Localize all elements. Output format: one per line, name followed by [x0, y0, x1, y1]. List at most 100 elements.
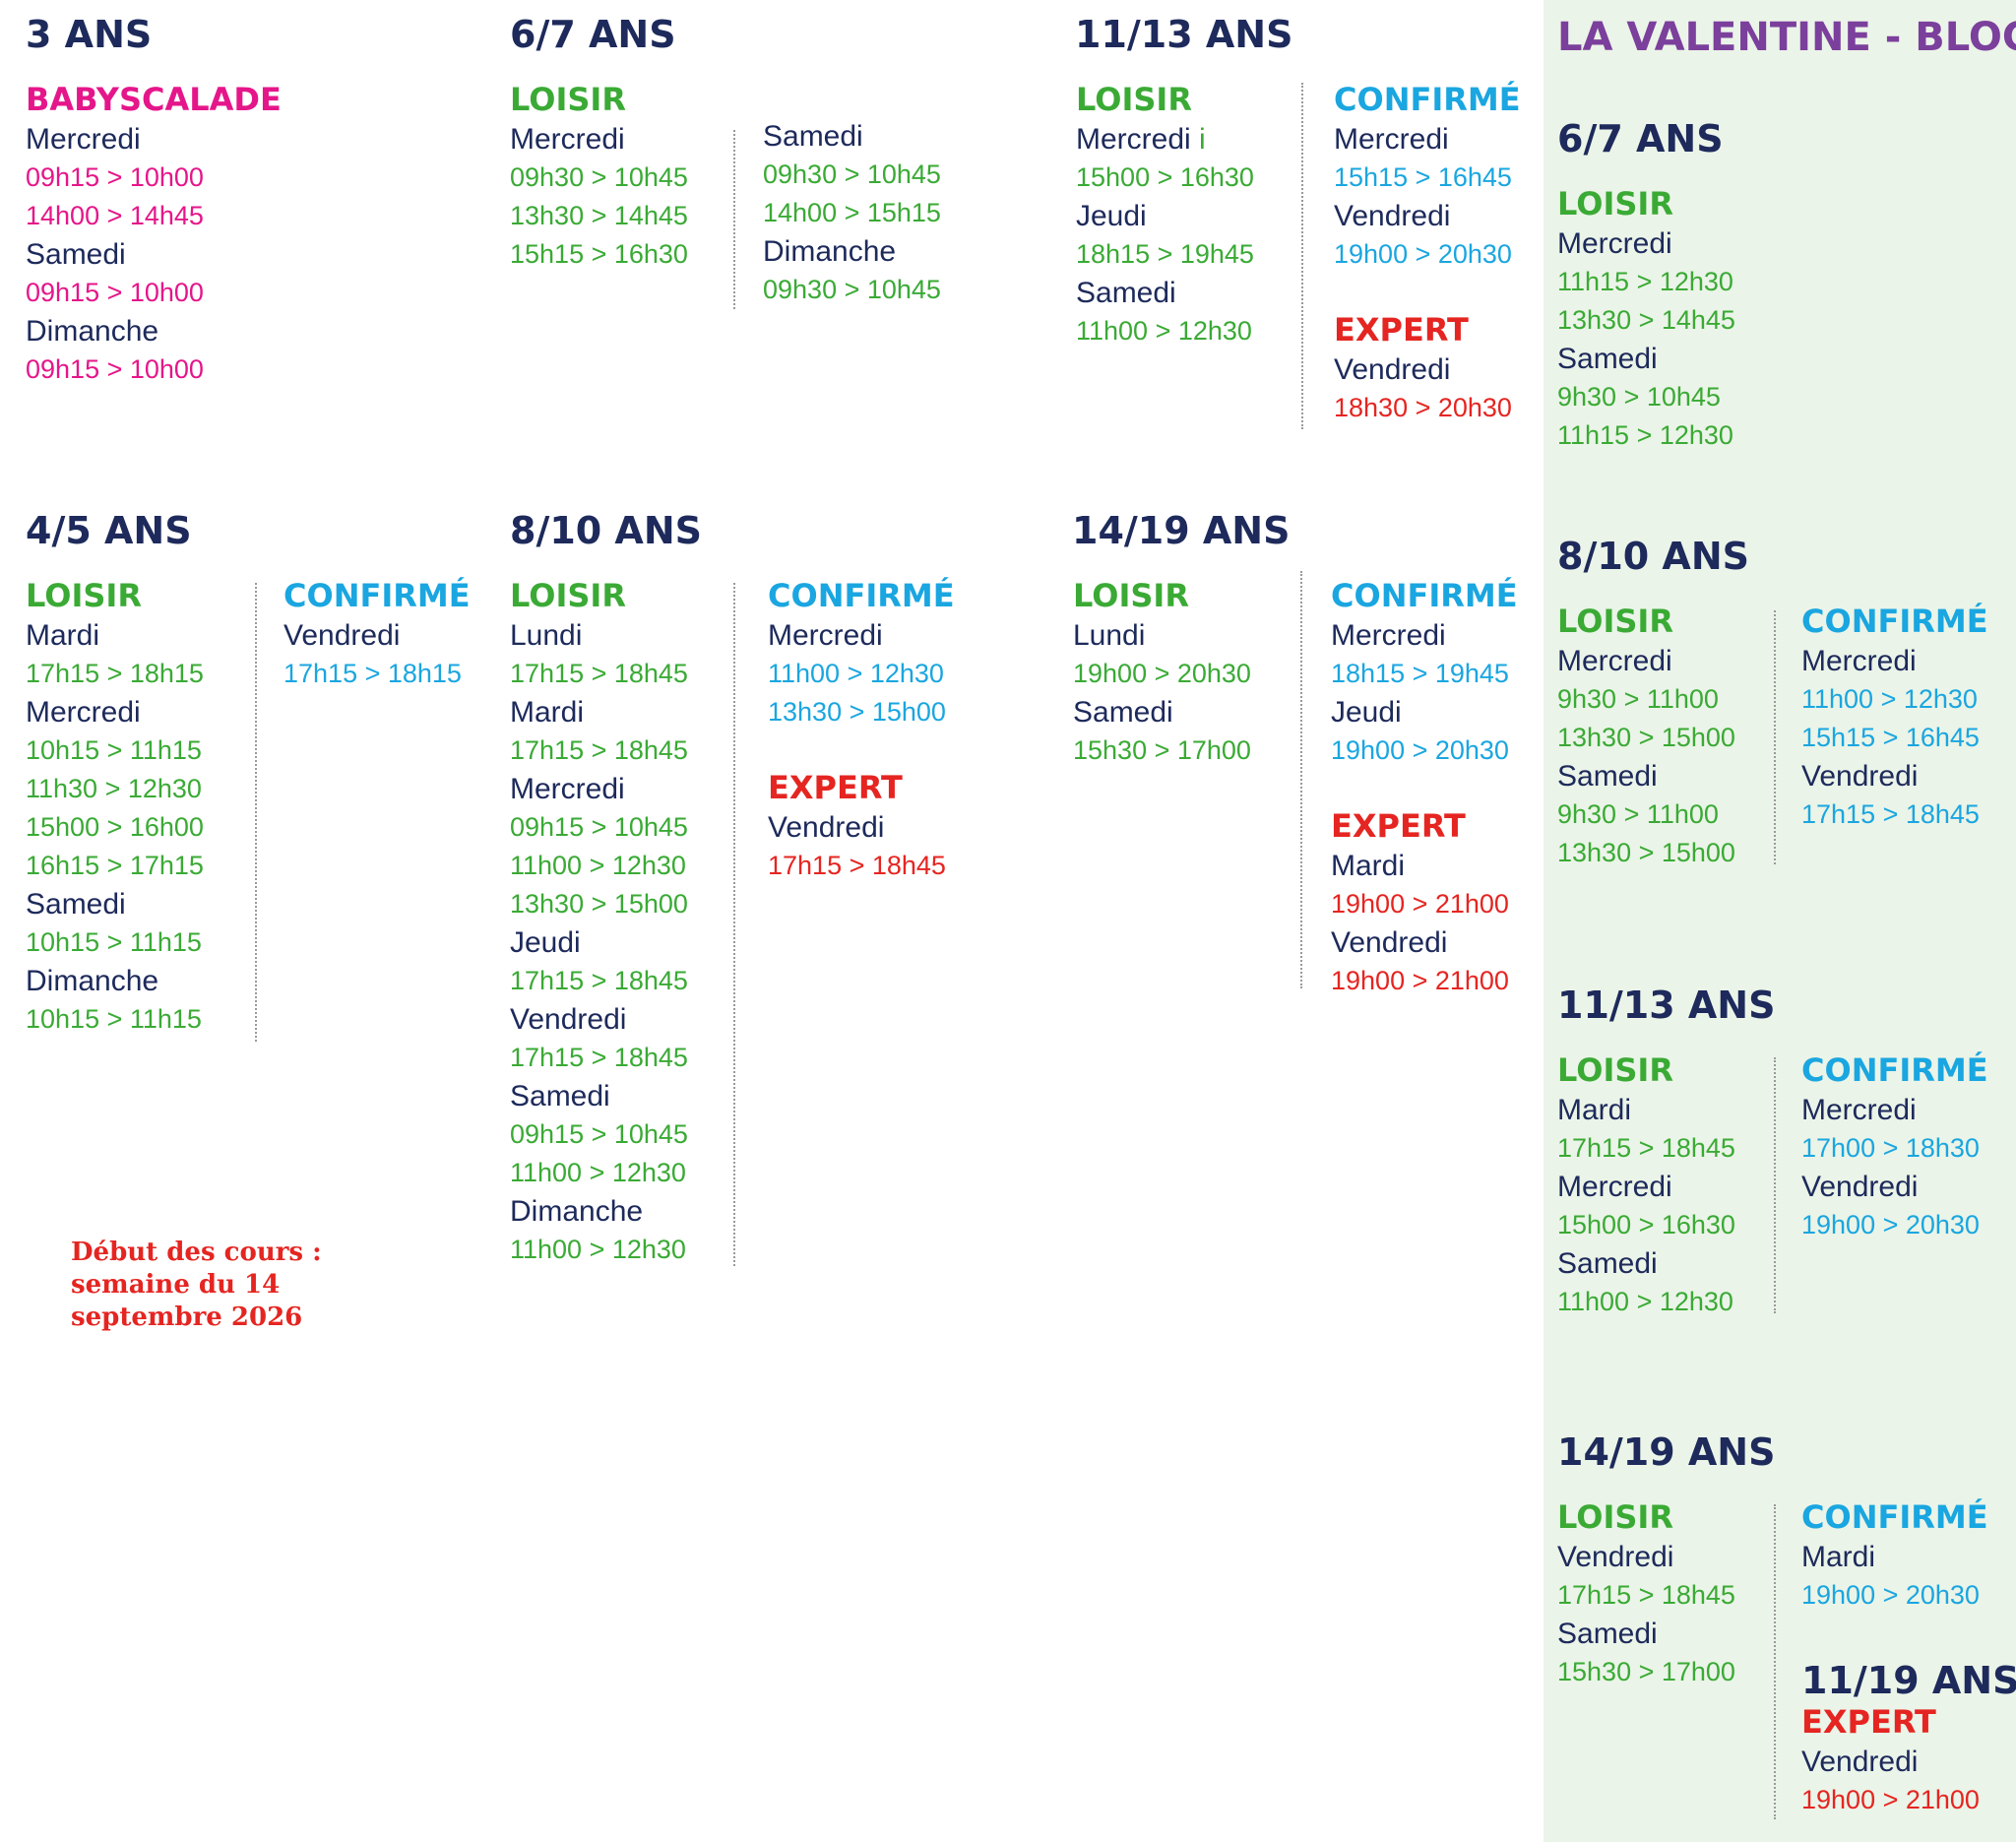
- item-text: Vendredi: [1801, 1171, 1919, 1203]
- time-slot: 15h15 > 16h30: [510, 235, 756, 274]
- schedule-column: LOISIR Mercredi 09h30 > 10h45 13h30 > 14h45…: [510, 79, 756, 274]
- item-text: 13h30 > 15h00: [1557, 723, 1735, 752]
- day-label: Lundi: [510, 616, 756, 655]
- item-text: CONFIRMÉ: [1334, 81, 1521, 118]
- item-text: 14h00 > 14h45: [26, 201, 204, 230]
- day-label: Mercredi: [1557, 224, 1803, 263]
- item-text: LOISIR: [26, 577, 142, 614]
- category-label: LOISIR: [1557, 601, 1803, 642]
- item-text: 15h00 > 16h30: [1076, 162, 1254, 192]
- item-text: CONFIRMÉ: [1801, 1051, 1988, 1089]
- category-label: LOISIR: [1557, 1049, 1803, 1091]
- item-text: 19h00 > 20h30: [1801, 1210, 1980, 1239]
- item-text: Mercredi: [510, 773, 625, 805]
- day-label: Mercredi: [1331, 616, 1577, 655]
- category-label: LOISIR: [26, 575, 272, 616]
- item-text: LOISIR: [1557, 603, 1673, 640]
- schedule-column: Samedi 09h30 > 10h45 14h00 > 15h15 Dimanche…: [763, 117, 1009, 309]
- item-mark: i: [1190, 123, 1206, 156]
- item-text: 13h30 > 15h00: [1557, 838, 1735, 867]
- item-text: 19h00 > 20h30: [1801, 1580, 1980, 1610]
- time-slot: 19h00 > 21h00: [1801, 1781, 2016, 1819]
- schedule-column: LOISIR Lundi 19h00 > 20h30 Samedi 15h30 > 17…: [1073, 575, 1319, 770]
- time-slot: 17h15 > 18h45: [510, 962, 756, 1000]
- column-divider: [1774, 610, 1776, 864]
- item-text: 9h30 > 11h00: [1557, 799, 1719, 829]
- item-text: Mercredi: [510, 123, 625, 156]
- item-text: 15h30 > 17h00: [1073, 735, 1251, 765]
- day-label: Samedi: [1557, 1244, 1803, 1283]
- item-text: 09h15 > 10h00: [26, 278, 204, 307]
- time-slot: 09h15 > 10h45: [510, 1115, 756, 1154]
- time-slot: 09h15 > 10h00: [26, 159, 272, 197]
- item-text: 19h00 > 20h30: [1073, 659, 1251, 688]
- day-label: Mardi: [1557, 1091, 1803, 1129]
- day-label: Mercredi: [26, 693, 272, 731]
- item-text: 11h00 > 12h30: [768, 659, 944, 688]
- item-text: 17h15 > 18h45: [1557, 1133, 1735, 1163]
- time-slot: 11h00 > 12h30: [510, 1231, 756, 1269]
- day-label: Mardi: [1801, 1538, 2016, 1576]
- day-label: Mercredi: [768, 616, 1014, 655]
- item-text: Vendredi: [1801, 760, 1919, 793]
- time-slot: 18h15 > 19h45: [1331, 655, 1577, 693]
- schedule-column: CONFIRMÉ Mardi 19h00 > 20h30: [1801, 1496, 2016, 1615]
- section-6-7-ans-title: 6/7 ANS: [510, 13, 676, 56]
- day-label: Dimanche: [510, 1192, 756, 1231]
- valentine-11-13-ans-title: 11/13 ANS: [1557, 984, 1776, 1027]
- day-label: Vendredi: [1557, 1538, 1803, 1576]
- time-slot: 19h00 > 20h30: [1073, 655, 1319, 693]
- item-text: Mercredi: [768, 619, 883, 652]
- schedule-column: CONFIRMÉ Mercredi 18h15 > 19h45 Jeudi 19h00 …: [1331, 575, 1577, 1000]
- time-slot: 17h15 > 18h45: [768, 847, 1014, 885]
- item-text: 9h30 > 11h00: [1557, 684, 1719, 714]
- item-text: Jeudi: [510, 926, 581, 959]
- item-text: 17h15 > 18h15: [284, 659, 462, 688]
- category-label: CONFIRMÉ: [284, 575, 530, 616]
- item-text: CONFIRMÉ: [284, 577, 471, 614]
- time-slot: 17h15 > 18h45: [1801, 795, 2016, 834]
- time-slot: 17h15 > 18h15: [284, 655, 530, 693]
- time-slot: 15h00 > 16h00: [26, 808, 272, 847]
- item-text: 15h15 > 16h45: [1801, 723, 1980, 752]
- item-text: Samedi: [1557, 1247, 1658, 1280]
- day-label: Vendredi: [1334, 197, 1580, 235]
- item-text: Mercredi: [1557, 645, 1672, 677]
- time-slot: 16h15 > 17h15: [26, 847, 272, 885]
- la-valentine-panel: [1544, 0, 2016, 1842]
- time-slot: 11h00 > 12h30: [1076, 312, 1322, 350]
- category-label: LOISIR: [510, 79, 756, 120]
- item-text: Mercredi: [26, 696, 141, 729]
- time-slot: 15h30 > 17h00: [1557, 1653, 1803, 1691]
- time-slot: 13h30 > 14h45: [510, 197, 756, 235]
- time-slot: 11h00 > 12h30: [510, 847, 756, 885]
- item-text: LOISIR: [1557, 1498, 1673, 1536]
- item-text: 17h15 > 18h45: [768, 851, 946, 880]
- category-label: EXPERT: [1801, 1701, 2016, 1743]
- item-text: 10h15 > 11h15: [26, 735, 202, 765]
- item-text: 11h00 > 12h30: [1076, 316, 1252, 346]
- item-text: Samedi: [1557, 760, 1658, 793]
- time-slot: 19h00 > 20h30: [1334, 235, 1580, 274]
- category-label: LOISIR: [1557, 183, 1803, 224]
- category-label: LOISIR: [1076, 79, 1322, 120]
- category-label: CONFIRMÉ: [1331, 575, 1577, 616]
- time-slot: 17h15 > 18h45: [510, 655, 756, 693]
- item-text: Vendredi: [510, 1003, 627, 1036]
- schedule-column: LOISIR Mercredi 11h15 > 12h30 13h30 > 14h45…: [1557, 183, 1803, 455]
- time-slot: 17h00 > 18h30: [1801, 1129, 2016, 1168]
- day-label: Vendredi: [1801, 1743, 2016, 1781]
- item-text: Dimanche: [26, 965, 159, 997]
- day-label: Mercredi: [1801, 642, 2016, 680]
- time-slot: 14h00 > 15h15: [763, 194, 1009, 232]
- item-text: 13h30 > 15h00: [510, 889, 688, 919]
- start-date-note: Début des cours : semaine du 14 septembr…: [71, 1237, 327, 1334]
- schedule-column: CONFIRMÉ Mercredi 17h00 > 18h30 Vendredi 19h…: [1801, 1049, 2016, 1244]
- valentine-8-10-ans-title: 8/10 ANS: [1557, 535, 1750, 578]
- time-slot: 17h15 > 18h45: [1557, 1576, 1803, 1615]
- item-text: 09h30 > 10h45: [763, 275, 941, 304]
- item-text: 11h15 > 12h30: [1557, 420, 1733, 450]
- item-text: BABYSCALADE: [26, 81, 282, 118]
- item-text: 9h30 > 10h45: [1557, 382, 1721, 412]
- item-text: 11h00 > 12h30: [1801, 684, 1978, 714]
